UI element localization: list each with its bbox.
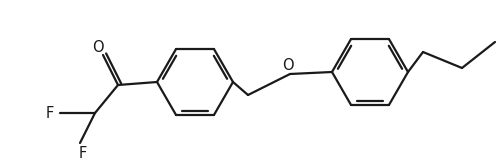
Text: F: F — [46, 105, 54, 120]
Text: O: O — [282, 57, 294, 72]
Text: F: F — [79, 146, 87, 161]
Text: O: O — [92, 40, 104, 55]
